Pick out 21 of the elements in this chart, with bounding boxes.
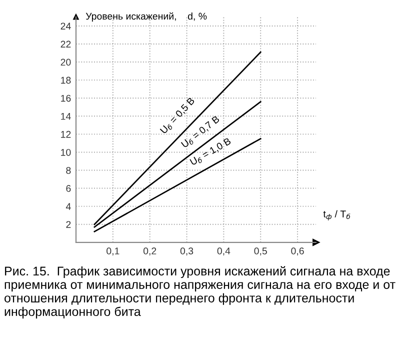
x-tick-label: 0,5 bbox=[254, 248, 267, 256]
y-tick-label: 4 bbox=[66, 203, 71, 210]
x-tick-label: 0,3 bbox=[180, 248, 194, 256]
text: Рис. 15. График зависимости уровня искажений сигнала на входе приемника от минимального напряжения сигнала на его входе и от отношения длительности переднего фронта к длительности информационного бита bbox=[4, 266, 396, 319]
y-tick-label: 2 bbox=[66, 221, 71, 228]
y-tick-label: 18 bbox=[61, 76, 71, 84]
y-tick-label: 22 bbox=[60, 40, 71, 48]
x-axis-title: t$_{ф}$ / T$_{б}$ bbox=[323, 210, 350, 220]
x-tick-label: 0,4 bbox=[217, 248, 230, 256]
x-tick-label: 0,6 bbox=[291, 248, 304, 256]
y-tick-label: 20 bbox=[60, 58, 71, 66]
y-tick-label: 16 bbox=[61, 94, 71, 102]
x-tick-label: 0,2 bbox=[143, 248, 156, 256]
y-tick-label: 24 bbox=[60, 22, 71, 30]
y-tick-label: 6 bbox=[66, 185, 71, 192]
y-tick-label: 10 bbox=[61, 148, 71, 156]
y-tick-label: 8 bbox=[66, 166, 71, 174]
y-axis-title: Уровень искажений, d, % bbox=[86, 12, 207, 22]
x-tick-label: 0,1 bbox=[106, 248, 120, 256]
y-tick-label: 12 bbox=[61, 130, 71, 138]
y-tick-label: 14 bbox=[61, 112, 71, 120]
